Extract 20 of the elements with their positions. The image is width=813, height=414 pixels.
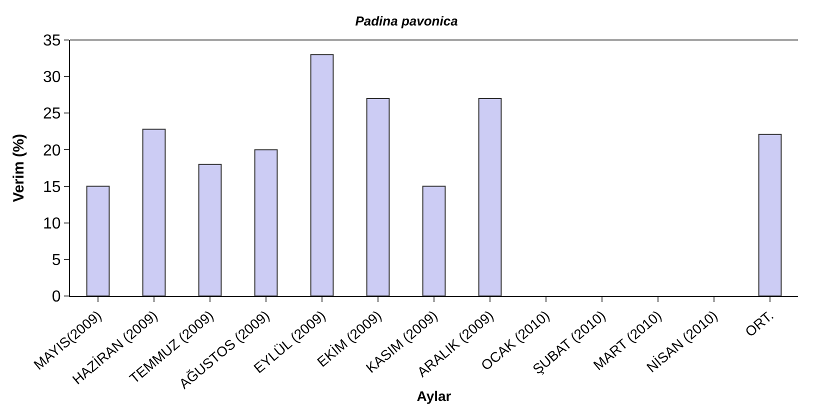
y-tick-label: 25 <box>43 106 61 123</box>
bar <box>758 134 782 296</box>
bar <box>86 186 110 296</box>
y-tick-label: 15 <box>43 178 61 196</box>
y-tick-label: 20 <box>43 142 61 160</box>
chart-title: Padina pavonica <box>355 14 458 29</box>
x-axis-title: Aylar <box>416 388 452 404</box>
y-tick-label: 5 <box>52 252 61 270</box>
y-tick-label: 35 <box>43 32 61 50</box>
bar <box>198 164 222 296</box>
bar <box>310 54 334 296</box>
y-tick-label: 10 <box>43 215 61 232</box>
bar <box>142 128 166 296</box>
y-tick-label: 30 <box>43 69 61 86</box>
bar <box>422 186 446 296</box>
y-tick-label: 0 <box>52 288 61 306</box>
bar <box>366 98 390 296</box>
y-axis-title: Verim (%) <box>10 134 28 202</box>
bar <box>478 98 502 296</box>
bar <box>254 149 278 296</box>
